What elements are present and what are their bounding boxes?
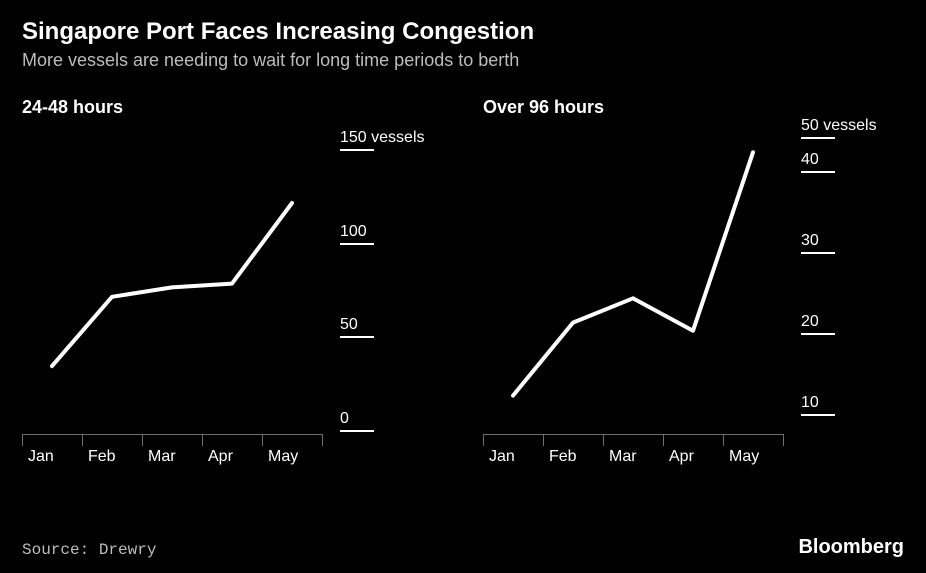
footer: Source: Drewry Bloomberg <box>22 536 904 559</box>
plot-area-1: 1020304050 vessels <box>483 128 904 428</box>
x-tick <box>202 434 203 446</box>
y-tick-underline <box>801 171 835 173</box>
data-line <box>52 203 292 366</box>
x-tick-label: Feb <box>549 448 577 466</box>
y-tick-label: 0 <box>340 410 349 428</box>
x-tick <box>663 434 664 446</box>
y-tick-label: 20 <box>801 313 819 331</box>
plot-wrap: 1020304050 vessels JanFebMarAprMay <box>483 128 904 474</box>
x-tick-label: Apr <box>669 448 694 466</box>
x-axis-line <box>22 434 322 435</box>
y-tick-label: 50 <box>340 316 358 334</box>
y-tick-label: 40 <box>801 151 819 169</box>
x-tick <box>783 434 784 446</box>
x-tick-label: Apr <box>208 448 233 466</box>
chart-title: Over 96 hours <box>483 97 904 118</box>
y-tick-underline <box>340 430 374 432</box>
plot-wrap: 0 50 100 150 vessels Jan Feb Mar Apr May <box>22 128 443 474</box>
x-tick-label: Mar <box>609 448 637 466</box>
y-tick-underline <box>340 149 374 151</box>
x-tick <box>142 434 143 446</box>
data-line <box>513 152 753 395</box>
y-tick-underline <box>340 243 374 245</box>
line-chart-svg <box>22 128 322 428</box>
x-tick <box>603 434 604 446</box>
x-axis-1: Jan Feb Mar Apr May <box>483 434 904 474</box>
chart-panel-24-48: 24-48 hours 0 50 100 150 vessels Jan Feb Mar A… <box>22 97 443 474</box>
x-tick-label: May <box>268 448 298 466</box>
source-label: Source: Drewry <box>22 541 156 559</box>
x-tick <box>322 434 323 446</box>
y-tick-underline <box>801 333 835 335</box>
y-tick-label: 100 <box>340 223 367 241</box>
x-tick <box>723 434 724 446</box>
x-tick <box>543 434 544 446</box>
x-tick-label: May <box>729 448 759 466</box>
y-tick-underline <box>801 252 835 254</box>
y-tick-label: 150 vessels <box>340 129 425 147</box>
x-tick <box>483 434 484 446</box>
chart-title: 24-48 hours <box>22 97 443 118</box>
page-subtitle: More vessels are needing to wait for lon… <box>22 50 904 71</box>
x-tick-label: Jan <box>489 448 515 466</box>
y-tick-underline <box>801 414 835 416</box>
x-tick-label: Jan <box>28 448 54 466</box>
x-tick-label: Feb <box>88 448 116 466</box>
page-title: Singapore Port Faces Increasing Congesti… <box>22 18 904 46</box>
chart-container: Singapore Port Faces Increasing Congesti… <box>0 0 926 573</box>
y-tick-label: 10 <box>801 394 819 412</box>
chart-panel-over-96: Over 96 hours 10 20 30 40 50 vessels Jan Feb M… <box>483 97 904 474</box>
y-tick-underline <box>801 137 835 139</box>
x-tick <box>22 434 23 446</box>
x-tick <box>262 434 263 446</box>
charts-row: 24-48 hours 0 50 100 150 vessels Jan Feb Mar A… <box>22 97 904 474</box>
plot-area-0: 0 50 100 150 vessels <box>22 128 443 428</box>
x-tick <box>82 434 83 446</box>
y-tick-underline <box>340 336 374 338</box>
line-chart-svg <box>483 128 783 428</box>
y-tick-label: 30 <box>801 232 819 250</box>
x-axis-0: Jan Feb Mar Apr May <box>22 434 443 474</box>
y-range-top-label: 50 vessels <box>801 117 877 135</box>
x-axis-line <box>483 434 783 435</box>
brand-label: Bloomberg <box>798 536 904 559</box>
x-tick-label: Mar <box>148 448 176 466</box>
